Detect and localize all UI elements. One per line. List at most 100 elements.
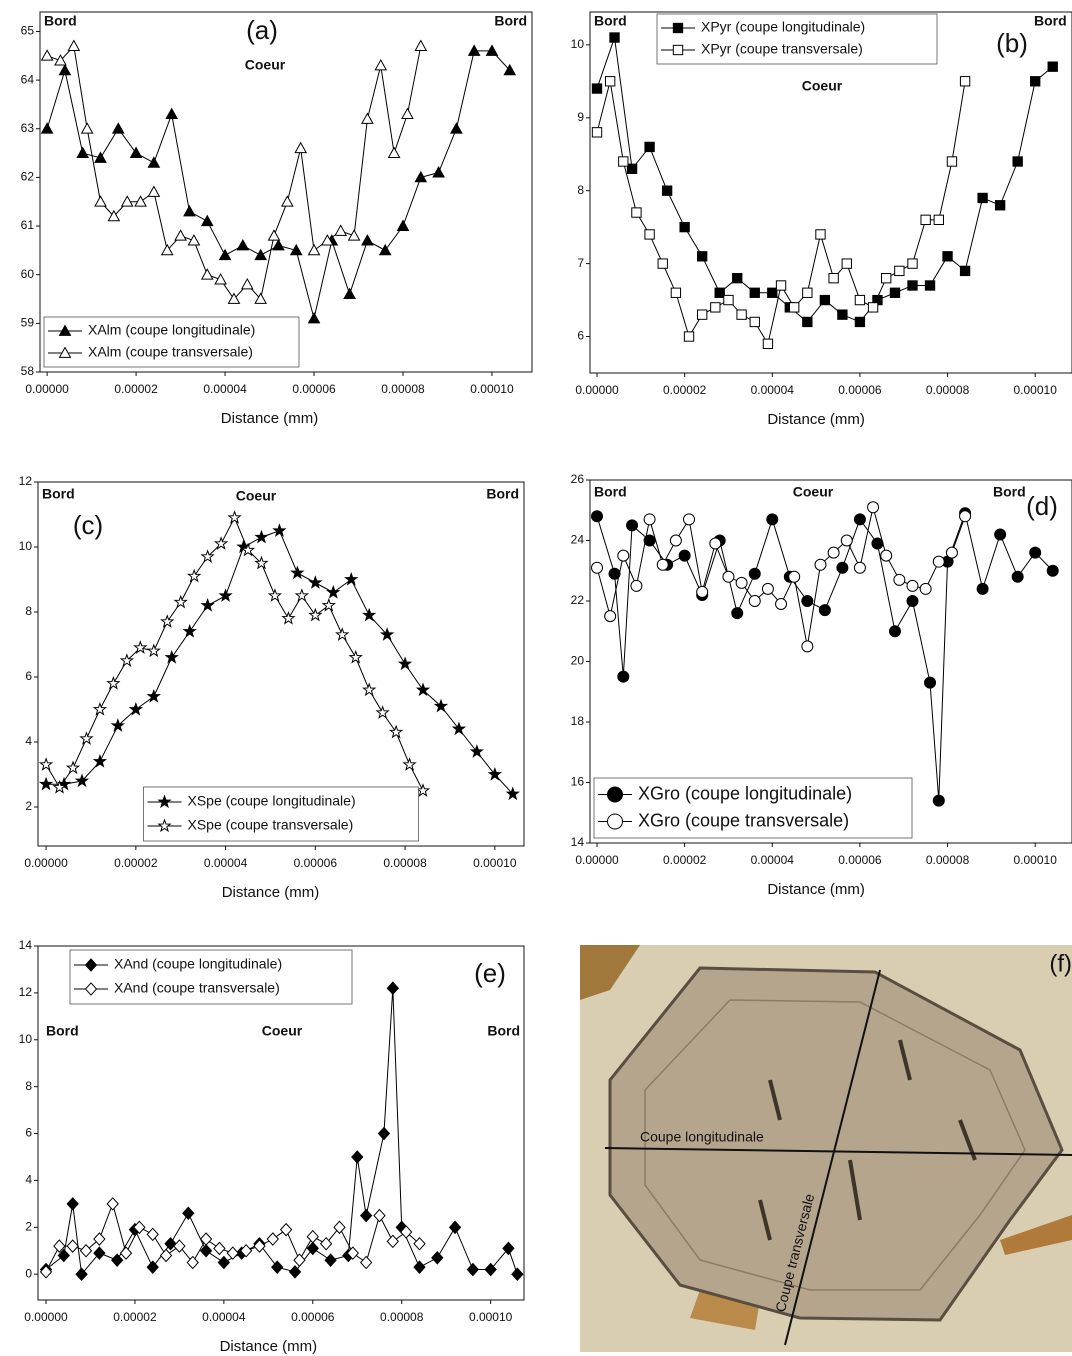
data-point [54, 54, 67, 66]
data-point [351, 1150, 364, 1164]
x-tick-label: 0.00000 [575, 383, 619, 397]
data-point [945, 546, 958, 559]
legend-marker [58, 346, 72, 358]
data-point [396, 219, 410, 231]
data-point [731, 607, 744, 620]
data-point [236, 238, 250, 251]
data-point [133, 640, 148, 654]
y-tick-label: 14 [571, 835, 585, 849]
data-point [307, 311, 321, 324]
data-point [976, 582, 989, 595]
data-point [907, 280, 918, 291]
photo-mineral [1000, 1215, 1072, 1255]
data-point [661, 185, 673, 196]
data-point [343, 287, 356, 300]
data-point [281, 610, 296, 625]
data-point [994, 200, 1006, 211]
legend-marker [157, 794, 172, 809]
data-point [173, 594, 188, 609]
data-point [815, 229, 826, 240]
data-point [775, 598, 788, 611]
data-point [485, 44, 499, 56]
data-point [946, 156, 958, 167]
data-point [414, 170, 428, 183]
data-point [374, 58, 388, 71]
panel-label: (d) [1026, 491, 1058, 521]
data-point [146, 643, 161, 658]
data-point [644, 229, 655, 240]
data-point [893, 573, 906, 586]
data-point [714, 287, 725, 298]
x-tick-label: 0.00008 [383, 856, 427, 870]
data-point [766, 513, 779, 526]
data-point [160, 243, 174, 256]
x-tick-label: 0.00002 [113, 1310, 157, 1324]
data-point [110, 1253, 124, 1267]
data-point [678, 549, 691, 562]
legend-marker [157, 818, 172, 833]
data-point [38, 776, 54, 791]
inclusions [758, 1039, 977, 1241]
data-point [836, 561, 849, 574]
data-point [272, 523, 287, 537]
data-point [227, 510, 242, 524]
data-point [183, 204, 196, 217]
data-point [39, 1265, 53, 1279]
plot-frame [37, 481, 525, 847]
legend-box [69, 949, 353, 1005]
data-point [932, 555, 945, 568]
data-point [631, 207, 642, 218]
data-point [346, 1246, 359, 1260]
data-point [165, 107, 179, 120]
data-point [889, 287, 901, 298]
data-point [40, 49, 54, 61]
data-point [324, 1253, 337, 1267]
data-point [387, 146, 401, 158]
series-line [596, 81, 966, 346]
data-point [503, 63, 517, 76]
x-tick-label: 0.00008 [381, 382, 425, 396]
data-point [466, 1262, 480, 1277]
data-point [347, 229, 361, 241]
data-point [994, 528, 1007, 541]
data-point [93, 1246, 106, 1260]
data-point [362, 682, 377, 697]
y-tick-label: 20 [571, 654, 585, 668]
data-point [218, 248, 232, 261]
data-point [79, 1243, 93, 1258]
data-point [1047, 61, 1058, 72]
y-tick-label: 8 [577, 183, 584, 197]
y-tick-label: 60 [21, 267, 35, 281]
panel-label: (b) [996, 28, 1028, 58]
data-point [386, 981, 400, 995]
data-point [92, 701, 108, 716]
data-point [656, 558, 669, 571]
panel-label: (f) [1049, 950, 1072, 977]
data-point [1011, 570, 1024, 583]
data-point [306, 1241, 319, 1256]
data-point [110, 718, 126, 732]
data-point [361, 234, 374, 246]
data-point [147, 156, 161, 168]
data-point [469, 744, 485, 758]
legend-label: XAnd (coupe transversale) [114, 980, 280, 996]
x-tick-label: 0.00004 [751, 853, 795, 867]
data-point [670, 287, 682, 298]
data-point [919, 582, 932, 595]
photo-mineral [580, 945, 640, 1000]
data-point [146, 688, 161, 703]
data-point [591, 561, 604, 574]
data-point [213, 536, 229, 550]
annotation: Bord [1034, 13, 1067, 29]
data-point [853, 561, 866, 574]
y-tick-label: 2 [25, 799, 32, 813]
data-point [386, 1234, 400, 1249]
data-point [213, 1241, 226, 1256]
data-point [609, 32, 620, 43]
data-point [67, 39, 81, 51]
x-tick-label: 0.00006 [291, 1310, 335, 1324]
data-point [630, 579, 643, 592]
data-point [959, 510, 972, 523]
legend-label: XGro (coupe longitudinale) [638, 783, 852, 803]
data-point [683, 513, 696, 526]
